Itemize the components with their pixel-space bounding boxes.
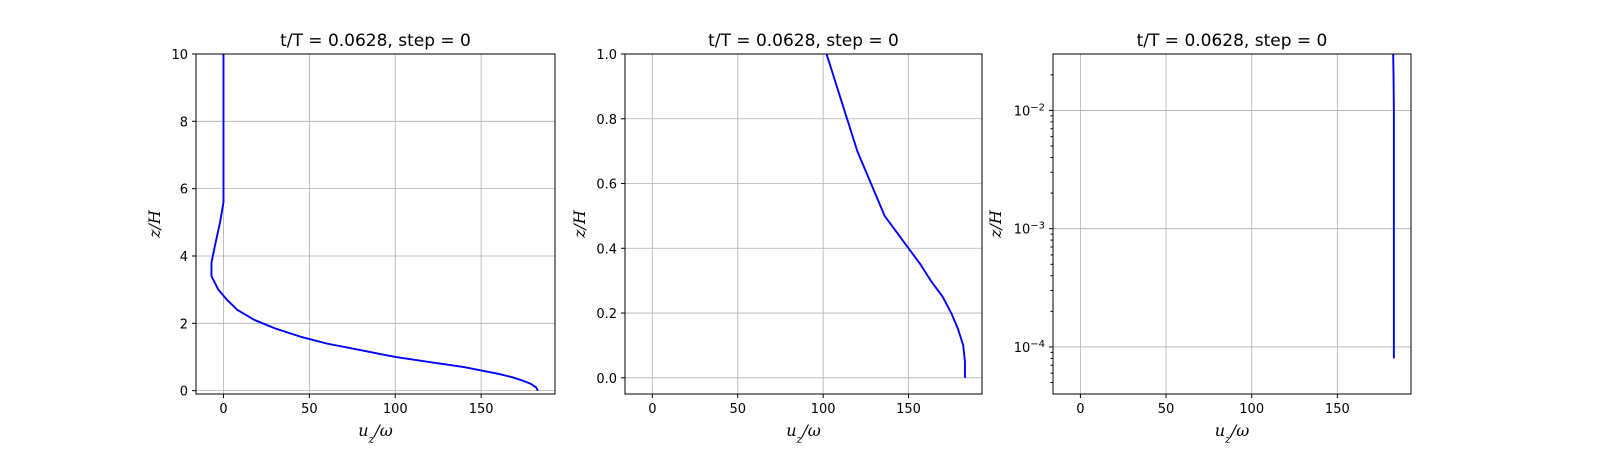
x-tick-label: 50 [1158,402,1175,417]
x-tick-label: 50 [729,402,746,417]
chart-title: t/T = 0.0628, step = 0 [1137,31,1328,51]
chart-panel-3: 0 50 100 150 10−4 10−3 10−2 t/T = 0.0628, step … [986,31,1412,446]
y-tick-label: 10−4 [1014,338,1045,356]
profile-line [210,54,539,392]
chart-title: t/T = 0.0628, step = 0 [280,31,471,51]
y-tick-label: 0.4 [596,242,617,257]
x-tick-label: 0 [648,402,656,417]
x-tick-label: 50 [301,402,318,417]
y-tick-label: 10−2 [1014,102,1045,120]
x-axis-label: uz/ω [358,421,393,446]
y-tick-label: 6 [180,183,188,198]
y-axis-label: z/H [986,209,1005,239]
profile-line [1392,53,1395,359]
plot-frame [195,53,556,395]
x-axis-label: uz/ω [786,421,821,446]
y-tick-label: 8 [180,115,188,130]
x-tick-label: 0 [219,402,227,417]
plot-frame [1052,53,1412,395]
plot-frame [624,53,983,395]
y-tick-label: 2 [180,317,188,332]
y-tick-label: 1.0 [596,48,617,63]
x-tick-label: 0 [1076,402,1084,417]
x-axis-label: uz/ω [1215,421,1250,446]
chart-panel-1: 0 50 100 150 0 2 4 6 8 10 t/T = 0.0628, step = 0 uz… [145,31,556,446]
y-tick-label: 0.0 [596,372,617,387]
profile-line [825,53,966,378]
x-tick-label: 150 [469,402,494,417]
y-tick-label: 4 [180,250,188,265]
y-tick-label: 0.6 [596,178,617,193]
y-tick-label: 0.8 [596,113,617,128]
y-axis-label: z/H [145,209,164,239]
y-tick-label: 10−3 [1014,220,1045,238]
y-tick-label: 0 [180,385,188,400]
chart-title: t/T = 0.0628, step = 0 [708,31,899,51]
x-tick-label: 100 [1239,402,1264,417]
y-tick-label: 10 [171,48,188,63]
chart-panel-2: 0 50 100 150 0.0 0.2 0.4 0.6 0.8 1.0 t/T = 0.0628,… [570,31,983,446]
y-axis-label: z/H [570,209,589,239]
x-tick-label: 150 [1325,402,1350,417]
y-tick-label: 0.2 [596,307,617,322]
x-tick-label: 150 [896,402,921,417]
x-tick-label: 100 [811,402,836,417]
x-tick-label: 100 [383,402,408,417]
